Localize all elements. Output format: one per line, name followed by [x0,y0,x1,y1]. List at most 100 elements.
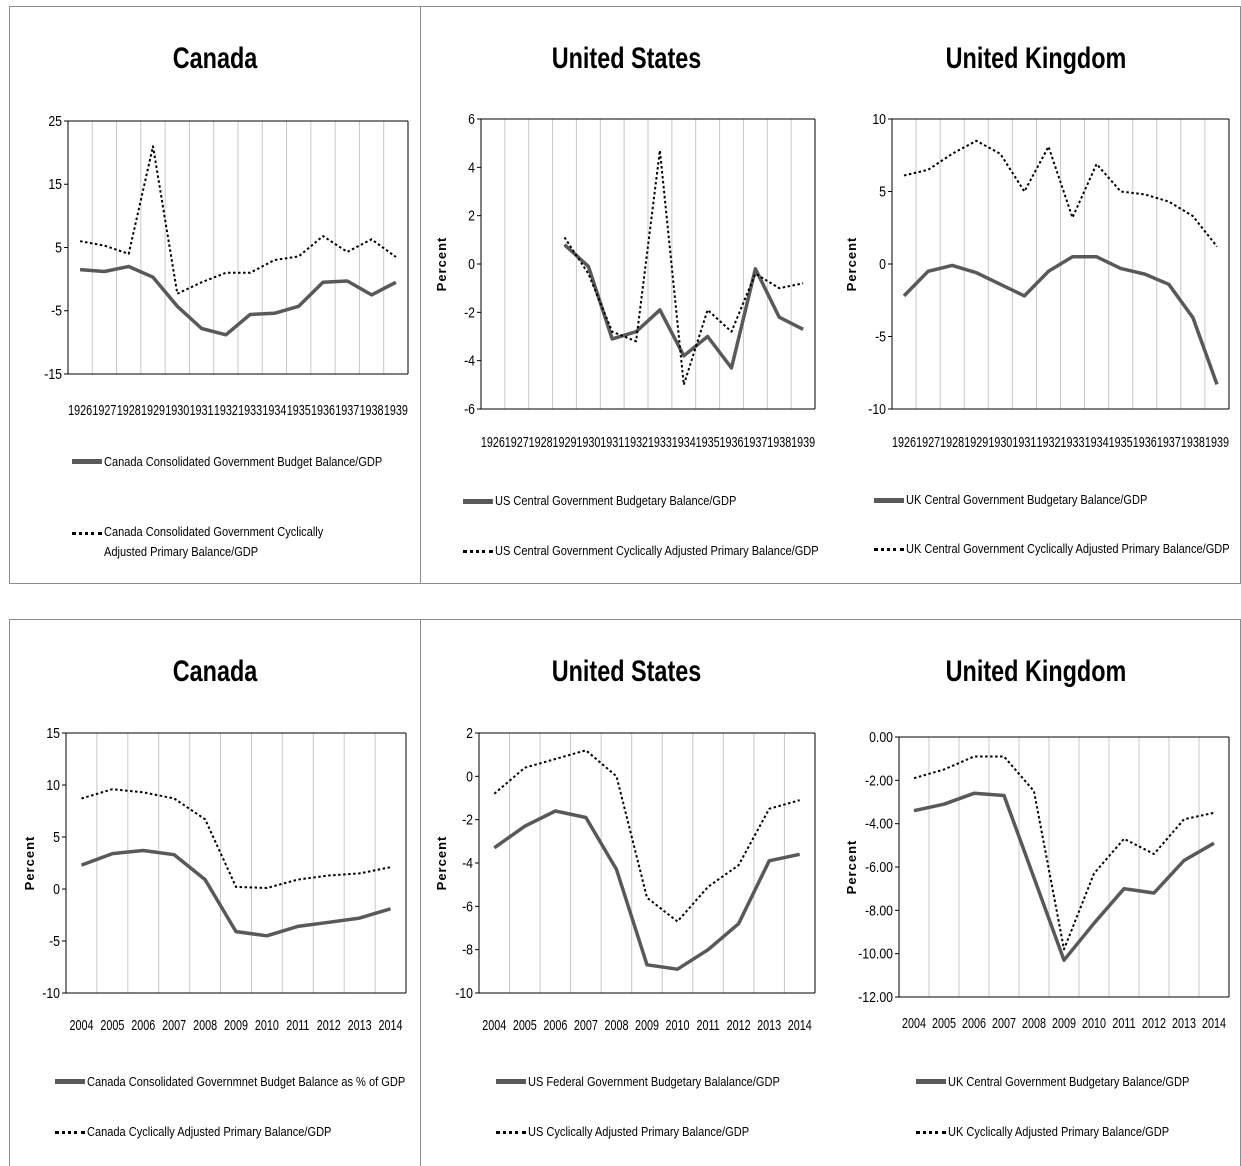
x-tick-label: 1928 [529,433,553,450]
x-tick-label: 1938 [360,401,384,418]
x-tick-label: 1931 [1012,433,1036,450]
x-tick-label: 1931 [600,433,624,450]
x-tick-label: 2007 [992,1014,1016,1031]
y-tick-label: 15 [48,176,62,192]
y-tick-label: -10 [42,985,60,1001]
x-tick-label: 2008 [1022,1014,1046,1031]
legend-label-solid: Canada Consolidated Governmnet Budget Ba… [87,1072,420,1092]
x-tick-label: 2012 [727,1016,751,1033]
x-tick-label: 2011 [1112,1014,1135,1031]
x-tick-label: 2013 [348,1016,372,1033]
x-tick-label: 2014 [1202,1014,1226,1031]
x-tick-label: 2010 [255,1016,279,1033]
legend-swatch-dotted [874,548,904,551]
x-tick-label: 1933 [238,401,262,418]
y-tick-label: 10 [872,111,886,127]
x-tick-label: 1929 [141,401,165,418]
x-tick-label: 2010 [666,1016,690,1033]
x-tick-label: 1930 [988,433,1012,450]
x-tick-label: 1927 [505,433,529,450]
legend-swatch-solid [55,1079,85,1084]
x-tick-label: 2008 [193,1016,217,1033]
y-tick-label: -6 [464,401,475,417]
legend-label-dotted: US Central Government Cyclically Adjuste… [495,541,833,561]
x-tick-label: 1932 [624,433,648,450]
x-tick-label: 1927 [916,433,940,450]
y-tick-label: -2 [462,812,473,828]
y-tick-label: -2.00 [865,772,893,788]
legend-label-solid: UK Central Government Budgetary Balance/… [906,490,1190,510]
x-tick-label: 1931 [190,401,214,418]
x-tick-label: 2009 [1052,1014,1076,1031]
y-tick-label: -6.00 [865,859,893,875]
x-tick-label: 2006 [543,1016,567,1033]
y-tick-label: -10.00 [858,946,893,962]
legend-label-dotted: UK Cyclically Adjusted Primary Balance/G… [948,1122,1208,1142]
x-tick-label: 2014 [379,1016,403,1033]
x-tick-label: 1934 [262,401,286,418]
x-tick-label: 2014 [788,1016,812,1033]
y-tick-label: -5 [51,303,62,319]
x-tick-label: 2013 [1172,1014,1196,1031]
x-tick-label: 1926 [481,433,505,450]
y-tick-label: 0 [879,256,886,272]
x-tick-label: 2005 [932,1014,956,1031]
x-tick-label: 1927 [92,401,116,418]
x-tick-label: 1926 [68,401,92,418]
y-tick-label: 4 [468,159,475,175]
y-tick-label: -5 [49,933,60,949]
chart-panel-uk-2004: United Kingdom 0.00-2.00-4.00-6.00-8.00-… [832,619,1241,1166]
y-tick-label: 2 [466,725,473,741]
y-tick-label: -15 [44,366,62,382]
x-tick-label: 2012 [317,1016,341,1033]
legend-label-dotted: UK Central Government Cyclically Adjuste… [906,539,1241,559]
x-tick-label: 2005 [100,1016,124,1033]
x-tick-label: 1928 [117,401,141,418]
legend-swatch-dotted [463,550,493,553]
x-tick-label: 1938 [767,433,791,450]
x-tick-label: 2007 [574,1016,598,1033]
legend-swatch-dotted [72,532,102,535]
x-tick-label: 1932 [1036,433,1060,450]
y-tick-label: 0.00 [869,729,893,745]
legend-label-dotted: US Cyclically Adjusted Primary Balance/G… [528,1122,788,1142]
x-tick-label: 1930 [165,401,189,418]
legend-swatch-solid [874,498,904,503]
y-tick-label: -6 [462,898,473,914]
y-axis-label: Percent [434,836,449,891]
x-tick-label: 2009 [224,1016,248,1033]
x-tick-label: 1939 [384,401,408,418]
x-tick-label: 2013 [757,1016,781,1033]
legend-swatch-solid [463,499,493,504]
x-tick-label: 1929 [553,433,577,450]
y-tick-label: -4.00 [865,816,893,832]
legend-label-solid: Canada Consolidated Government Budget Ba… [104,452,420,472]
y-tick-label: 5 [55,239,62,255]
x-tick-label: 2004 [482,1016,506,1033]
x-tick-label: 2012 [1142,1014,1166,1031]
y-tick-label: -4 [462,855,473,871]
y-tick-label: 15 [46,725,60,741]
x-tick-label: 2009 [635,1016,659,1033]
x-tick-label: 1939 [1205,433,1229,450]
y-tick-label: -4 [464,353,475,369]
x-tick-label: 1936 [311,401,335,418]
x-tick-label: 2011 [286,1016,309,1033]
x-tick-label: 1937 [335,401,359,418]
y-tick-label: 5 [53,829,60,845]
legend-swatch-dotted [55,1131,85,1134]
y-tick-label: 25 [48,113,62,129]
x-tick-label: 1926 [892,433,916,450]
y-axis-label: Percent [22,836,37,891]
y-tick-label: -12.00 [858,989,893,1005]
x-tick-label: 1936 [720,433,744,450]
legend-swatch-solid [72,459,102,464]
y-tick-label: 2 [468,208,475,224]
x-tick-label: 2004 [69,1016,93,1033]
legend-label-dotted: Canada Consolidated Government Cyclicall… [104,522,394,562]
y-axis-label: Percent [844,237,859,292]
x-tick-label: 2011 [696,1016,719,1033]
